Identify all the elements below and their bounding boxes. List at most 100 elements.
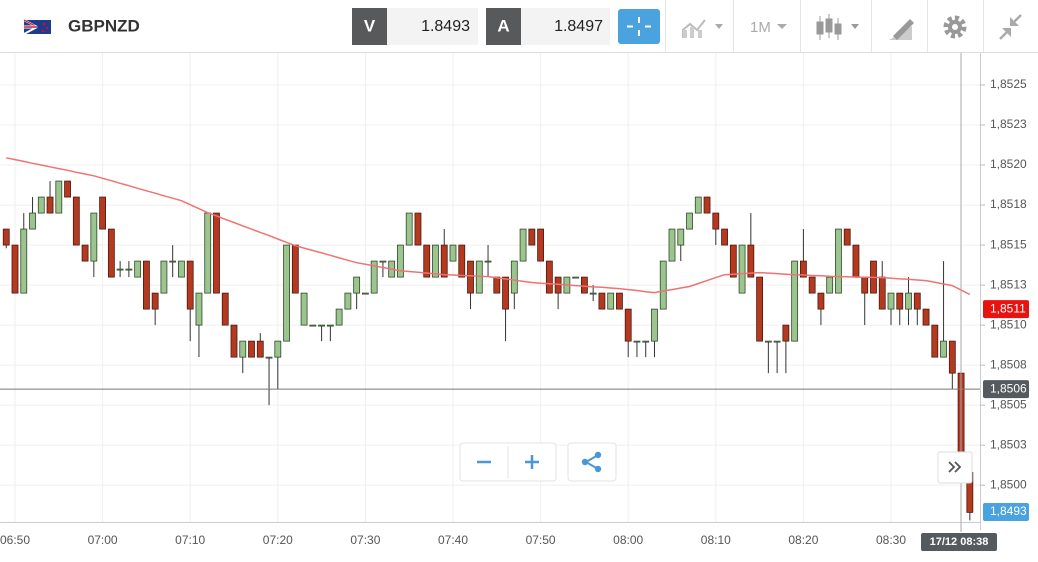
crosshair-icon: [627, 17, 651, 36]
candle-body: [423, 244, 431, 278]
candle-body: [370, 260, 378, 294]
plot-area: [0, 53, 980, 522]
candle-body: [922, 308, 930, 326]
candle-body: [616, 292, 623, 310]
candle-body: [318, 324, 326, 327]
scroll-end-button[interactable]: [937, 451, 973, 484]
x-tick-label: 08:10: [701, 533, 731, 547]
last-price-label: 1,8493: [990, 504, 1027, 518]
candle-body: [887, 292, 895, 310]
candle-body: [397, 244, 404, 278]
zoom-in[interactable]: [525, 455, 539, 469]
candle-body: [800, 260, 807, 278]
candle-body: [335, 308, 343, 326]
candle-body: [905, 292, 912, 310]
candle-body: [537, 228, 544, 262]
candle-body: [835, 228, 842, 294]
candle-body: [624, 308, 632, 342]
candle-body: [878, 276, 886, 310]
candle-body: [221, 292, 229, 326]
candle-body: [896, 292, 904, 310]
candle-body: [467, 260, 474, 294]
x-tick-label: 08:30: [876, 533, 906, 547]
y-tick-label: 1,8523: [990, 117, 1027, 131]
bid-price: 1.8493: [421, 18, 470, 35]
y-tick-label: 1,8525: [990, 77, 1027, 91]
candle-body: [826, 276, 834, 294]
candle-body: [948, 340, 956, 374]
x-tick-label: 07:00: [88, 533, 118, 547]
y-tick-label: 1,8500: [990, 477, 1027, 491]
candle-body: [134, 260, 142, 278]
candle-body: [125, 268, 133, 271]
candle-body: [791, 260, 799, 342]
candle-body: [64, 180, 71, 198]
candle-body: [432, 244, 439, 278]
symbol: GBPNZD: [68, 16, 140, 35]
bid-label: V: [364, 16, 376, 35]
candle-body: [510, 260, 518, 294]
candle-body: [651, 308, 658, 342]
scroll-end-icon: [948, 461, 962, 473]
candle-body: [300, 292, 308, 326]
candle-body: [940, 340, 947, 358]
ask-button[interactable]: [486, 8, 521, 45]
chart-type-button[interactable]: [682, 19, 723, 38]
candle-body: [213, 212, 220, 294]
candle-body: [99, 196, 106, 230]
bid-box[interactable]: [387, 8, 478, 45]
timeframe[interactable]: 1M: [750, 19, 771, 36]
crosshair-button[interactable]: [618, 9, 660, 44]
candle-body: [607, 292, 615, 310]
candle-body: [782, 324, 790, 342]
candle-body: [764, 340, 772, 343]
candle-body: [581, 276, 588, 294]
candle-body: [440, 244, 448, 278]
candle-body: [545, 260, 553, 294]
candle-body: [204, 212, 212, 294]
candle-body: [913, 292, 921, 310]
bid-button[interactable]: [352, 8, 387, 45]
last-price-tag: [983, 503, 1029, 521]
candle-body: [677, 228, 685, 246]
candle-body: [756, 276, 763, 342]
candle-body: [502, 276, 509, 310]
candle-body: [405, 212, 413, 246]
candle-body: [519, 228, 527, 262]
candle-body: [72, 196, 80, 246]
candle-body: [484, 260, 492, 263]
candle-body: [107, 228, 115, 278]
candle-body: [186, 260, 194, 310]
candle-body: [283, 244, 290, 342]
candle-body: [721, 228, 728, 246]
dropdown-arrow: [777, 24, 787, 29]
candle-body: [458, 244, 466, 278]
share-box[interactable]: [567, 442, 617, 482]
y-tick-label: 1,8515: [990, 237, 1027, 251]
ma-price-label: 1,8511: [990, 301, 1026, 315]
candle-body: [151, 292, 159, 310]
candle-body: [239, 340, 247, 358]
candle-body: [817, 292, 825, 310]
candle-body: [528, 228, 536, 246]
candle-body: [668, 228, 676, 262]
candle-body: [659, 260, 667, 310]
collapse-button[interactable]: [999, 14, 1022, 40]
crosshair-price-label: 1,8506: [990, 381, 1027, 395]
y-tick-label: 1,8513: [990, 277, 1027, 291]
candle-body: [178, 260, 185, 278]
candle-body: [642, 340, 650, 343]
ask-box[interactable]: [521, 8, 610, 45]
x-tick-label: 07:20: [263, 533, 293, 547]
settings-button[interactable]: [943, 15, 967, 39]
candle-body: [37, 196, 45, 214]
x-tick-label: 07:40: [438, 533, 468, 547]
y-tick-label: 1,8508: [990, 357, 1027, 371]
candle-body: [169, 260, 177, 263]
candle-type-button[interactable]: [816, 14, 859, 40]
candle-body: [81, 244, 89, 262]
candle-body: [703, 196, 711, 214]
draw-button[interactable]: [889, 19, 914, 40]
candle-body: [414, 212, 422, 246]
